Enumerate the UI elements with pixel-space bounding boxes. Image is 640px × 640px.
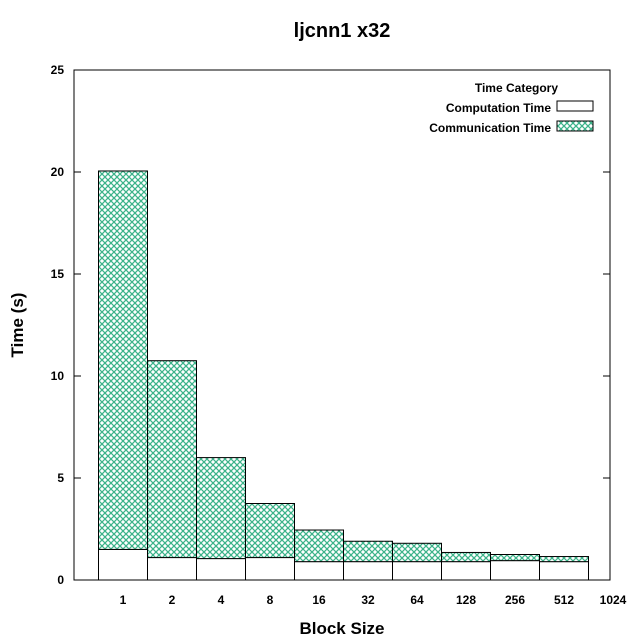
y-axis-label: Time (s) xyxy=(8,293,27,358)
x-tick-label: 1 xyxy=(120,593,127,607)
bar-communication-4 xyxy=(196,457,246,560)
bar-computation-16 xyxy=(294,561,344,581)
bar-communication-512 xyxy=(539,556,589,563)
bar-communication-256 xyxy=(490,554,540,562)
x-tick-label: 512 xyxy=(554,593,574,607)
legend-swatch-communication xyxy=(556,120,594,132)
bar-communication-16 xyxy=(294,529,344,563)
x-tick-label: 4 xyxy=(218,593,225,607)
ticks-layer: 0 5 10 15 20 25 1 2 4 8 16 32 64 128 256 512 1024 xyxy=(51,63,627,607)
x-tick-label: 64 xyxy=(410,593,424,607)
x-tick-label: 32 xyxy=(361,593,375,607)
x-tick-label: 8 xyxy=(267,593,274,607)
bar-computation-4 xyxy=(196,558,246,581)
legend-label-computation: Computation Time xyxy=(446,101,551,115)
chart-title: ljcnn1 x32 xyxy=(294,20,391,42)
x-axis-label: Block Size xyxy=(299,619,384,638)
legend-title: Time Category xyxy=(475,81,558,95)
bar-communication-32 xyxy=(343,540,393,563)
x-tick-label: 128 xyxy=(456,593,476,607)
bar-communication-64 xyxy=(392,542,442,563)
bar-computation-128 xyxy=(441,561,491,581)
y-tick-label: 15 xyxy=(51,267,65,281)
bar-communication-8 xyxy=(245,503,295,559)
bar-communication-2 xyxy=(147,360,197,559)
bar-computation-64 xyxy=(392,561,442,581)
bar-computation-256 xyxy=(490,560,540,581)
x-tick-label: 16 xyxy=(312,593,326,607)
bar-computation-2 xyxy=(147,557,197,581)
plot-frame xyxy=(73,69,611,581)
bar-computation-1 xyxy=(98,548,148,581)
bar-communication-128 xyxy=(441,551,491,563)
y-tick-label: 5 xyxy=(57,471,64,485)
x-tick-label: 256 xyxy=(505,593,525,607)
y-tick-label: 10 xyxy=(51,369,65,383)
bar-communication-1 xyxy=(98,170,148,550)
bars-layer xyxy=(98,170,589,581)
y-tick-label: 25 xyxy=(51,63,65,77)
bar-computation-512 xyxy=(539,561,589,581)
x-tick-label: 1024 xyxy=(600,593,627,607)
bar-computation-32 xyxy=(343,561,393,581)
legend: Time Category Computation Time Communica… xyxy=(429,81,594,135)
y-tick-label: 20 xyxy=(51,165,65,179)
bar-computation-8 xyxy=(245,557,295,581)
y-tick-label: 0 xyxy=(57,573,64,587)
legend-swatch-computation xyxy=(556,100,594,112)
x-tick-label: 2 xyxy=(169,593,176,607)
legend-label-communication: Communication Time xyxy=(429,121,551,135)
